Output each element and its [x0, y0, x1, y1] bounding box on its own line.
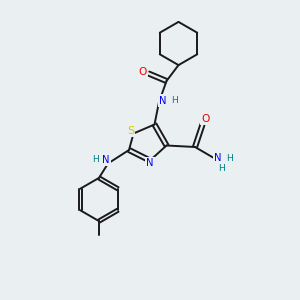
Text: S: S [127, 125, 134, 136]
Text: N: N [102, 155, 110, 165]
Text: O: O [201, 114, 210, 124]
Text: H: H [92, 155, 99, 164]
Text: H: H [226, 154, 233, 163]
Text: N: N [146, 158, 154, 168]
Text: H: H [171, 96, 178, 105]
Text: N: N [159, 95, 167, 106]
Text: N: N [214, 153, 221, 163]
Text: O: O [138, 67, 147, 77]
Text: H: H [219, 164, 225, 173]
